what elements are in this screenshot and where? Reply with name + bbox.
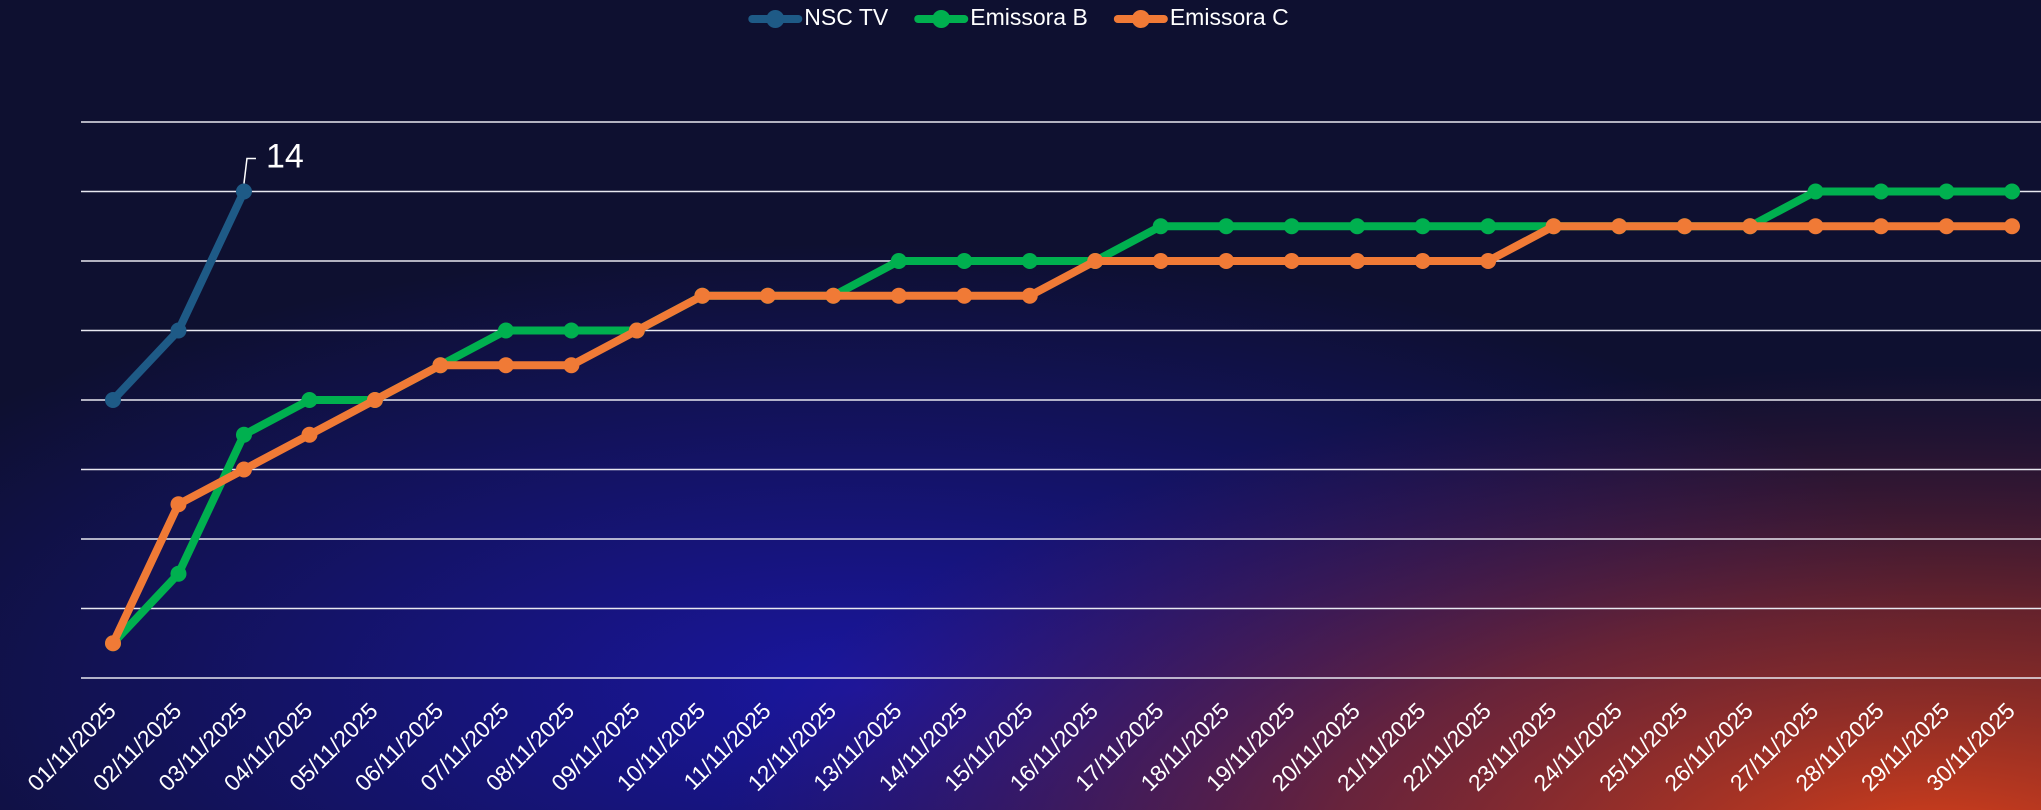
data-point [432,357,449,374]
legend-label: Emissora C [1170,4,1289,30]
data-point [1676,218,1693,235]
data-point [2004,218,2020,235]
data-point [1873,183,1890,200]
data-point [301,426,318,443]
data-point [1218,253,1235,269]
data-point [170,565,187,582]
data-point [1938,218,1955,235]
data-point [1152,253,1169,269]
data-point [105,635,121,652]
data-point [1807,183,1824,200]
data-point [2004,183,2020,200]
data-point [497,322,514,339]
data-point [1545,218,1562,235]
data-point [759,287,776,304]
data-point [563,357,580,374]
data-point [235,183,252,200]
data-point [1021,287,1038,304]
data-point [694,287,711,304]
data-point [235,426,252,443]
data-point [890,253,907,269]
data-point [1283,218,1300,235]
legend-swatch [1131,10,1150,28]
data-point [1283,253,1300,269]
legend-label: Emissora B [970,4,1088,30]
label-leader [243,157,256,184]
data-point [1349,253,1366,269]
data-point [1480,218,1497,235]
data-point [956,287,973,304]
data-point [1742,218,1759,235]
data-point [1480,253,1497,269]
data-point [170,322,187,339]
data-point [1938,183,1955,200]
data-point [366,392,383,408]
series-line [109,222,2012,645]
data-point [1087,253,1104,269]
data-point [235,461,252,478]
data-point [890,287,907,304]
data-point [825,287,842,304]
data-point [1611,218,1628,235]
data-point [1807,218,1824,235]
data-point [170,496,187,513]
data-point [563,322,580,339]
data-label: 14 [266,137,304,175]
data-point [1414,218,1431,235]
data-point [628,322,645,339]
data-point [1152,218,1169,235]
data-point [1349,218,1366,235]
legend-swatch [932,10,951,28]
data-point [956,253,973,269]
data-point [301,392,318,408]
data-point [497,357,514,374]
legend-label: NSC TV [804,4,889,30]
data-point [1873,218,1890,235]
data-point [1414,253,1431,269]
legend-swatch [766,10,785,28]
data-point [1218,218,1235,235]
data-point [1021,253,1038,269]
data-point [105,392,121,408]
